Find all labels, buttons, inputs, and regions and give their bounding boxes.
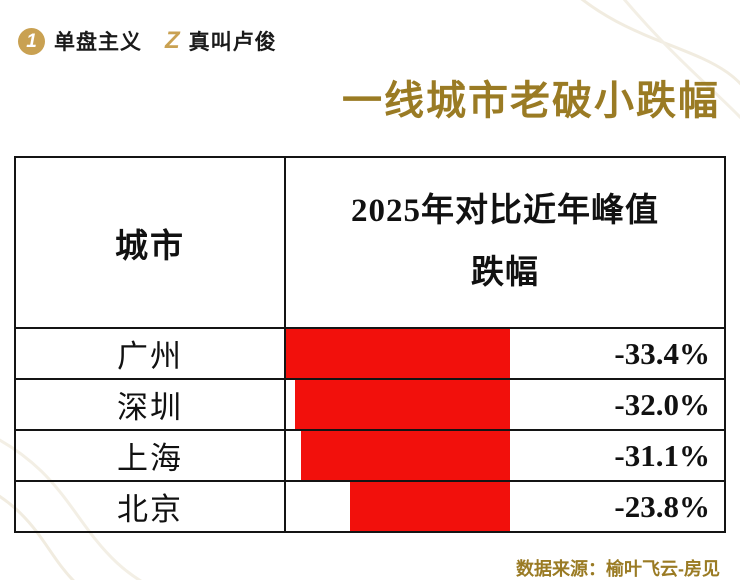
drop-bar — [295, 380, 510, 429]
city-name: 广州 — [14, 327, 286, 380]
city-name: 北京 — [14, 480, 286, 533]
data-source: 数据来源：榆叶飞云-房见 — [516, 559, 720, 579]
column-header-value-line1: 2025年对比近年峰值 — [351, 193, 659, 230]
value-cell: -32.0% — [284, 378, 726, 431]
table-row: 北京 -23.8% — [14, 480, 726, 533]
value-cell: -31.1% — [284, 429, 726, 482]
bar-zone — [286, 329, 510, 378]
bar-zone — [286, 482, 510, 531]
table-row: 上海 -31.1% — [14, 429, 726, 482]
drop-value: -23.8% — [614, 488, 710, 524]
column-header-city: 城市 — [14, 156, 286, 329]
price-drop-table: 城市 2025年对比近年峰值 跌幅 广州 -33.4% — [14, 156, 726, 533]
page-title: 一线城市老破小跌幅 — [342, 78, 720, 123]
value-cell: -33.4% — [284, 327, 726, 380]
column-header-value: 2025年对比近年峰值 跌幅 — [284, 156, 726, 329]
zhenjiao-logo-label: 真叫卢俊 — [188, 31, 277, 54]
table-row: 深圳 -32.0% — [14, 378, 726, 431]
drop-bar — [301, 431, 510, 480]
drop-value: -32.0% — [614, 386, 710, 422]
value-cell: -23.8% — [284, 480, 726, 533]
danpan-logo-icon: 1 — [18, 27, 45, 55]
drop-value: -31.1% — [614, 437, 710, 473]
drop-bar — [286, 329, 510, 378]
column-header-value-line2: 跌幅 — [471, 254, 539, 291]
city-name: 上海 — [14, 429, 286, 482]
city-name: 深圳 — [14, 378, 286, 431]
drop-bar — [350, 482, 510, 531]
table-row: 广州 -33.4% — [14, 327, 726, 380]
drop-value: -33.4% — [614, 335, 710, 371]
danpan-logo-label: 单盘主义 — [54, 31, 142, 54]
brand-row: 1 单盘主义 Z 真叫卢俊 — [0, 0, 740, 56]
bar-zone — [286, 431, 510, 480]
bar-zone — [286, 380, 510, 429]
zhenjiao-z-icon: Z — [165, 27, 180, 54]
table-header-row: 城市 2025年对比近年峰值 跌幅 — [14, 156, 726, 329]
